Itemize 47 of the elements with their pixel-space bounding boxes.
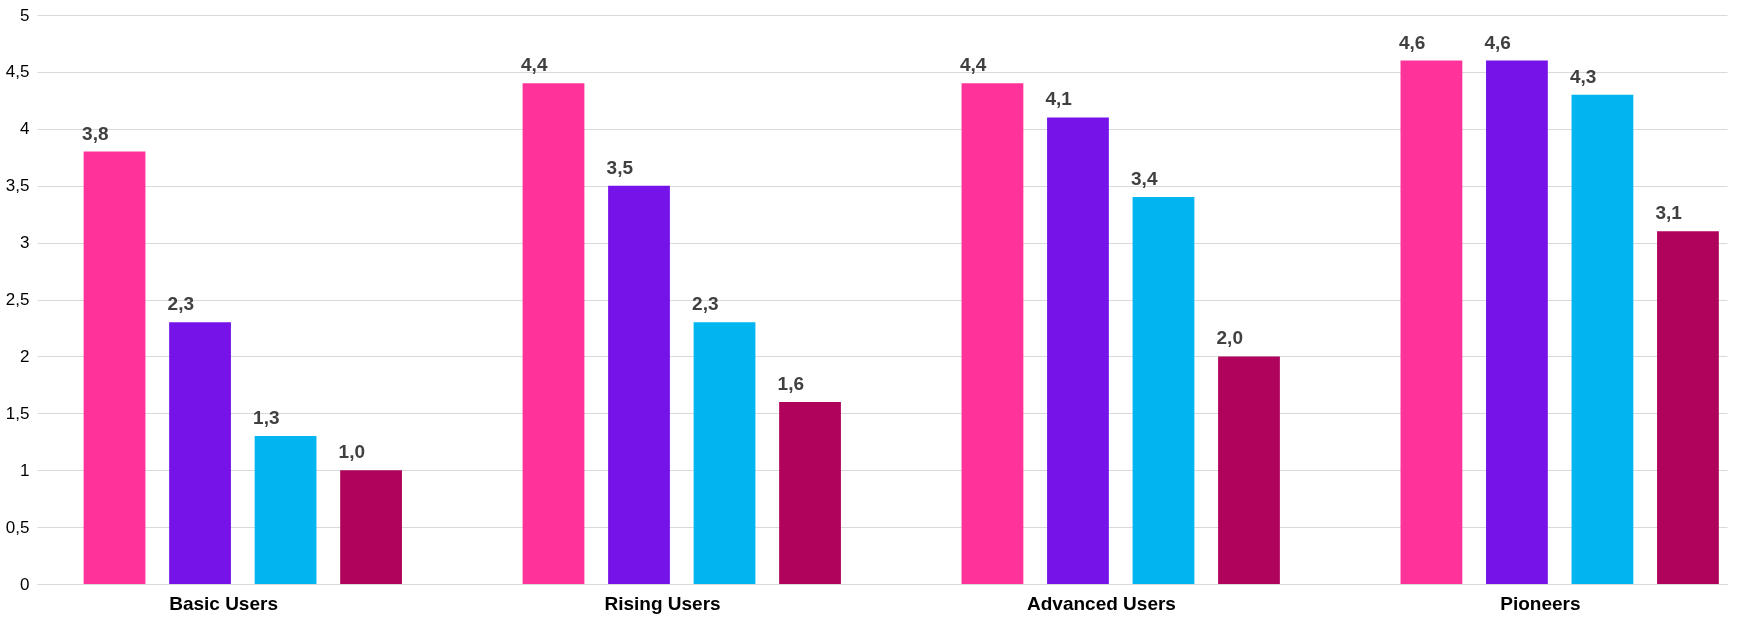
- bar: [779, 401, 841, 584]
- data-label: 3,4: [1131, 168, 1158, 190]
- bar: [608, 185, 670, 584]
- data-label: 4,6: [1398, 31, 1426, 53]
- data-label: 3,1: [1655, 202, 1683, 224]
- bar: [1218, 356, 1280, 584]
- data-label: 2,0: [1216, 327, 1243, 349]
- x-tick-label: Basic Users: [169, 592, 278, 614]
- data-label: 4,4: [521, 54, 548, 76]
- data-label: 3,8: [82, 122, 109, 144]
- bar: [1047, 117, 1109, 584]
- bar: [1132, 197, 1195, 584]
- bar: [340, 470, 402, 584]
- bar: [1400, 60, 1463, 584]
- x-tick-label: Pioneers: [1500, 592, 1581, 614]
- data-label: 2,3: [692, 293, 719, 315]
- y-tick-label: 0: [20, 574, 30, 594]
- data-label: 1,0: [338, 441, 366, 463]
- y-tick-label: 2: [20, 346, 30, 366]
- data-label: 1,3: [253, 407, 280, 429]
- bar: [693, 322, 756, 584]
- data-label: 3,5: [606, 156, 634, 178]
- data-label: 4,6: [1484, 31, 1511, 53]
- bar: [1486, 60, 1548, 584]
- y-tick-label: 4: [20, 119, 30, 139]
- bar: [522, 83, 585, 584]
- bar: [83, 151, 146, 584]
- y-tick-label: 5: [20, 5, 30, 25]
- y-tick-label: 2,5: [5, 290, 30, 309]
- bar: [1657, 231, 1719, 584]
- y-tick-label: 0,5: [5, 517, 30, 537]
- bar: [1571, 94, 1634, 584]
- y-tick-label: 1,5: [5, 403, 30, 423]
- data-label: 4,4: [960, 54, 987, 76]
- bar: [961, 83, 1024, 584]
- x-tick-label: Advanced Users: [1027, 592, 1176, 614]
- y-tick-label: 3: [20, 233, 30, 253]
- x-tick-label: Rising Users: [604, 592, 721, 614]
- bar: [254, 436, 317, 584]
- y-tick-label: 3,5: [5, 176, 30, 196]
- bar: [169, 322, 231, 584]
- data-label: 4,1: [1045, 88, 1073, 110]
- y-tick-label: 1: [20, 460, 30, 480]
- data-label: 2,3: [167, 293, 195, 315]
- data-label: 1,6: [777, 372, 804, 394]
- y-tick-label: 4,5: [5, 62, 30, 82]
- data-label: 4,3: [1569, 65, 1597, 87]
